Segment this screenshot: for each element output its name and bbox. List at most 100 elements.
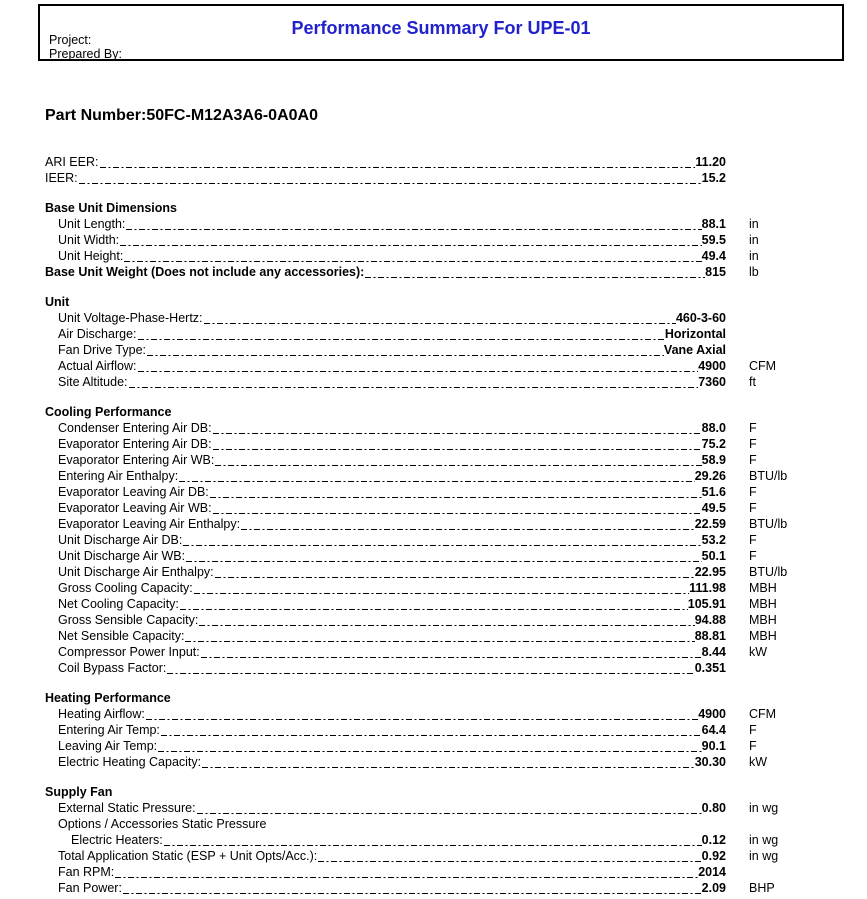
dot-leader xyxy=(122,880,702,896)
report-row: Unit Height: 49.4 in xyxy=(45,248,772,264)
row-label: IEER: xyxy=(45,171,78,185)
report-row: Net Sensible Capacity: 88.81 MBH xyxy=(45,628,777,644)
row-unit xyxy=(726,342,772,358)
row-unit xyxy=(726,310,772,326)
dot-leader xyxy=(125,216,702,232)
report-row: Entering Air Enthalpy: 29.26 BTU/lb xyxy=(45,468,787,484)
section-title: Heating Performance xyxy=(45,691,171,705)
dot-leader xyxy=(160,722,702,738)
row-label: Evaporator Leaving Air WB: xyxy=(58,501,212,515)
row-label: Unit Discharge Air Enthalpy: xyxy=(58,565,214,579)
row-value: Vane Axial xyxy=(663,343,726,357)
row-label: Electric Heating Capacity: xyxy=(58,755,202,769)
report-row: Air Discharge: Horizontal xyxy=(45,326,772,342)
row-value: 111.98 xyxy=(689,581,726,595)
report-row: Condenser Entering Air DB: 88.0 F xyxy=(45,420,772,436)
row-unit: in xyxy=(749,249,759,263)
row-label: Evaporator Entering Air DB: xyxy=(58,437,212,451)
row-unit: F xyxy=(749,501,757,515)
row-unit: BTU/lb xyxy=(749,517,788,531)
dot-leader xyxy=(212,420,702,436)
row-value: 0.80 xyxy=(701,801,726,815)
row-label: Entering Air Enthalpy: xyxy=(58,469,179,483)
row-label: Heating Airflow: xyxy=(58,707,145,721)
prepared-by-label: Prepared By: xyxy=(49,47,122,61)
report-row: Electric Heaters: 0.12 in wg xyxy=(45,832,779,848)
report-row: Unit Discharge Air DB: 53.2 F xyxy=(45,532,772,548)
row-value: 2014 xyxy=(698,865,726,879)
row-value: 0.12 xyxy=(701,833,726,847)
dot-leader xyxy=(119,232,702,248)
report-row: IEER: 15.2 xyxy=(45,170,772,186)
report-content: Part Number:50FC-M12A3A6-0A0A0 ARI EER: 1… xyxy=(45,0,788,896)
dot-leader xyxy=(201,754,695,770)
report-row: Compressor Power Input: 8.44 kW xyxy=(45,644,772,660)
row-label: Net Cooling Capacity: xyxy=(58,597,179,611)
dot-leader xyxy=(179,596,688,612)
row-value: Horizontal xyxy=(664,327,726,341)
report-section: Supply Fan External Static Pressure: 0.80 i… xyxy=(45,784,779,896)
report-section: Base Unit Dimensions Unit Length: 88.1 in Un… xyxy=(45,200,772,280)
row-unit: F xyxy=(749,453,757,467)
row-unit: in wg xyxy=(749,833,779,847)
report-row: Evaporator Entering Air WB: 58.9 F xyxy=(45,452,772,468)
report-row: Unit Voltage-Phase-Hertz: 460-3-60 xyxy=(45,310,772,326)
report-row: Unit Discharge Air Enthalpy: 22.95 BTU/lb xyxy=(45,564,788,580)
row-unit: CFM xyxy=(749,707,777,721)
dot-leader xyxy=(214,564,695,580)
row-label: Electric Heaters: xyxy=(71,833,163,847)
report-section: Cooling Performance Condenser Entering Ai… xyxy=(45,404,788,676)
row-label: Unit Discharge Air DB: xyxy=(58,533,183,547)
dot-leader xyxy=(145,706,699,722)
row-value: 51.6 xyxy=(701,485,726,499)
row-value: 22.59 xyxy=(694,517,726,531)
row-value: 4900 xyxy=(698,707,726,721)
row-label: Unit Voltage-Phase-Hertz: xyxy=(58,311,203,325)
row-value: 90.1 xyxy=(701,739,726,753)
report-row: Net Cooling Capacity: 105.91 MBH xyxy=(45,596,777,612)
dot-leader xyxy=(193,580,690,596)
report-row: Actual Airflow: 4900 CFM xyxy=(45,358,777,374)
row-unit: in xyxy=(749,233,759,247)
row-value: 88.1 xyxy=(701,217,726,231)
dot-leader xyxy=(185,548,702,564)
row-value: 88.0 xyxy=(701,421,726,435)
dot-leader xyxy=(99,154,696,170)
report-row: Evaporator Leaving Air Enthalpy: 22.59 BTU… xyxy=(45,516,788,532)
report-row: Base Unit Weight (Does not include any a… xyxy=(45,264,772,280)
section-title: Cooling Performance xyxy=(45,405,172,419)
row-value: 75.2 xyxy=(701,437,726,451)
row-label: Gross Cooling Capacity: xyxy=(58,581,193,595)
row-label: Unit Width: xyxy=(58,233,120,247)
row-label: Coil Bypass Factor: xyxy=(58,661,167,675)
row-value: 460-3-60 xyxy=(675,311,726,325)
row-unit xyxy=(726,660,772,676)
page-title: Performance Summary For UPE-01 xyxy=(291,18,591,38)
report-row: Gross Sensible Capacity: 94.88 MBH xyxy=(45,612,777,628)
row-value: 11.20 xyxy=(695,155,726,169)
dot-leader xyxy=(178,468,695,484)
row-label: Evaporator Entering Air WB: xyxy=(58,453,215,467)
row-label: Leaving Air Temp: xyxy=(58,739,158,753)
report-row: External Static Pressure: 0.80 in wg xyxy=(45,800,778,816)
row-label: Condenser Entering Air DB: xyxy=(58,421,212,435)
report-row: ARI EER: 11.20 xyxy=(45,154,772,170)
dot-leader xyxy=(364,264,705,280)
row-label: External Static Pressure: xyxy=(58,801,196,815)
row-label: Fan Power: xyxy=(58,881,122,895)
row-value: 49.4 xyxy=(701,249,726,263)
row-unit: BTU/lb xyxy=(749,565,788,579)
dot-leader xyxy=(212,436,702,452)
row-label: Fan Drive Type: xyxy=(58,343,147,357)
row-value: 59.5 xyxy=(701,233,726,247)
row-unit: CFM xyxy=(749,359,777,373)
row-unit: MBH xyxy=(749,629,777,643)
dot-leader xyxy=(157,738,702,754)
report-row: Unit Discharge Air WB: 50.1 F xyxy=(45,548,772,564)
row-value: 22.95 xyxy=(694,565,726,579)
dot-leader xyxy=(137,326,666,342)
row-unit: ft xyxy=(749,375,756,389)
row-unit: kW xyxy=(749,645,768,659)
project-label: Project: xyxy=(49,33,92,47)
part-number: Part Number:50FC-M12A3A6-0A0A0 xyxy=(45,106,772,126)
